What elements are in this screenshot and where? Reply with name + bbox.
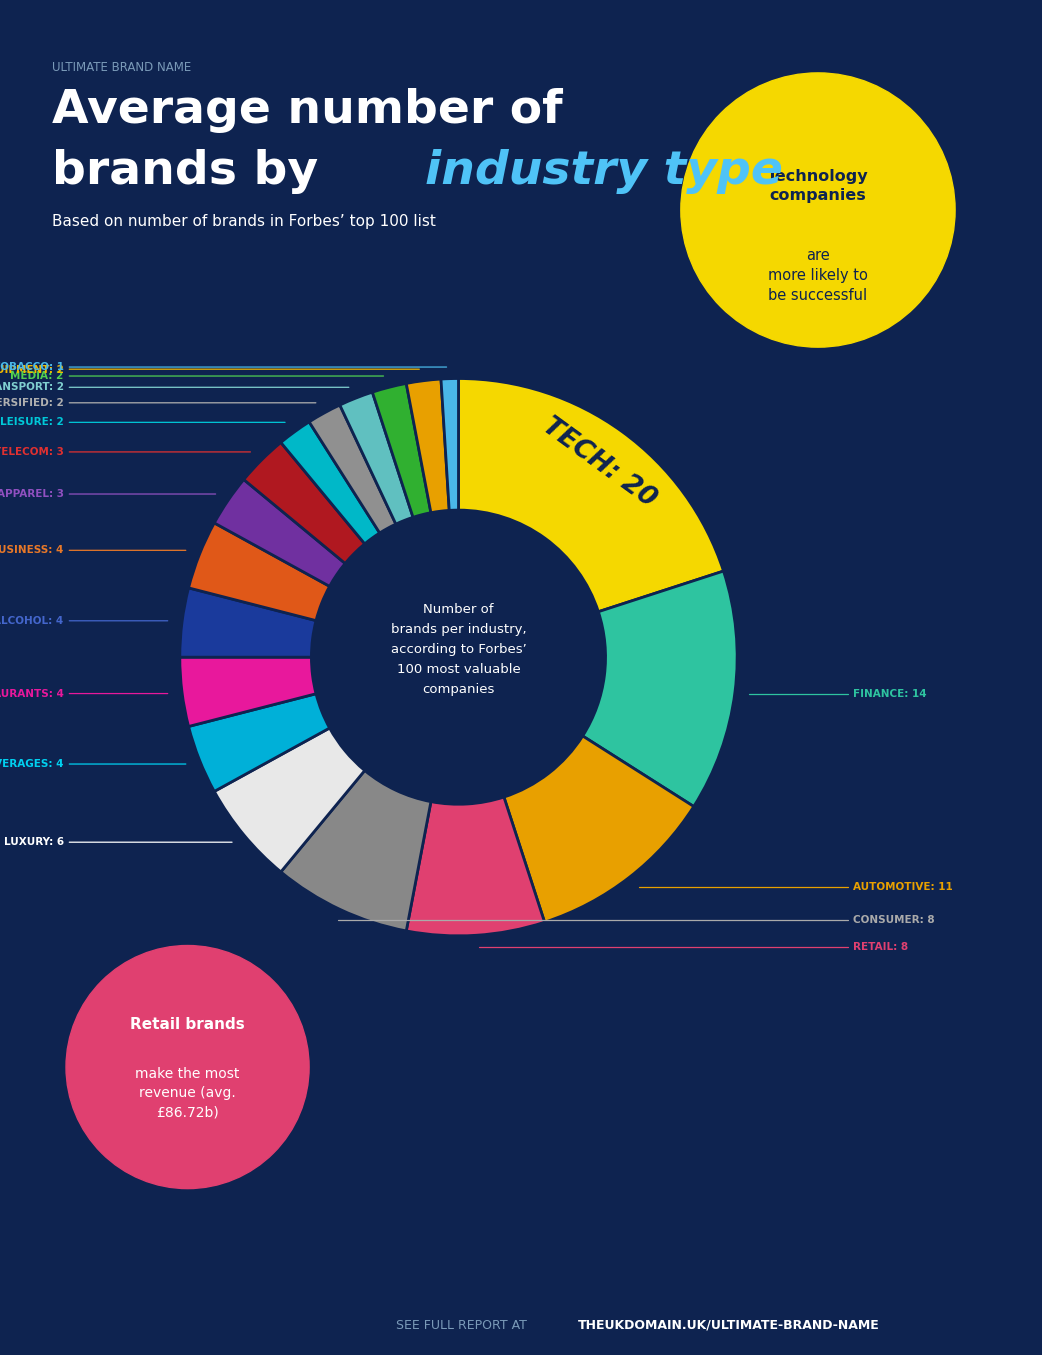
Wedge shape <box>281 421 379 543</box>
Circle shape <box>66 946 309 1188</box>
Text: SEE FULL REPORT AT: SEE FULL REPORT AT <box>396 1318 530 1332</box>
Wedge shape <box>244 443 365 564</box>
Text: make the most
revenue (avg.
£86.72b): make the most revenue (avg. £86.72b) <box>135 1066 240 1121</box>
Text: Technology
companies: Technology companies <box>767 169 869 203</box>
Wedge shape <box>340 392 413 524</box>
Text: Average number of: Average number of <box>52 88 563 133</box>
Circle shape <box>680 73 956 347</box>
Text: RETAIL: 8: RETAIL: 8 <box>479 942 909 951</box>
Wedge shape <box>441 378 458 511</box>
Text: TRANSPORT: 2: TRANSPORT: 2 <box>0 382 349 393</box>
Text: HEAVY EQUIPMENT: 2: HEAVY EQUIPMENT: 2 <box>0 364 419 374</box>
Wedge shape <box>372 383 431 518</box>
Text: TELECOM: 3: TELECOM: 3 <box>0 447 250 457</box>
Wedge shape <box>309 405 396 533</box>
Wedge shape <box>180 657 316 726</box>
Wedge shape <box>504 736 694 923</box>
Text: RESTAURANTS: 4: RESTAURANTS: 4 <box>0 688 168 699</box>
Wedge shape <box>215 480 345 587</box>
Text: ALCOHOL: 4: ALCOHOL: 4 <box>0 615 168 626</box>
Text: FINANCE: 14: FINANCE: 14 <box>749 688 927 699</box>
Text: DIVERSIFIED: 2: DIVERSIFIED: 2 <box>0 398 316 408</box>
Wedge shape <box>215 728 365 871</box>
Text: are
more likely to
be successful: are more likely to be successful <box>768 248 868 304</box>
Text: MEDIA: 2: MEDIA: 2 <box>10 371 383 381</box>
Text: Based on number of brands in Forbes’ top 100 list: Based on number of brands in Forbes’ top… <box>52 214 436 229</box>
Text: Number of
brands per industry,
according to Forbes’
100 most valuable
companies: Number of brands per industry, according… <box>391 603 526 696</box>
Text: Retail brands: Retail brands <box>130 1018 245 1033</box>
Wedge shape <box>458 378 723 611</box>
Text: TOBACCO: 1: TOBACCO: 1 <box>0 362 447 373</box>
Text: AUTOMOTIVE: 11: AUTOMOTIVE: 11 <box>639 882 953 892</box>
Wedge shape <box>406 379 449 512</box>
Text: LUXURY: 6: LUXURY: 6 <box>3 837 232 847</box>
Text: ULTIMATE BRAND NAME: ULTIMATE BRAND NAME <box>52 61 192 75</box>
Wedge shape <box>406 797 545 936</box>
Text: TECH: 20: TECH: 20 <box>538 413 662 514</box>
Text: CONSUMER: 8: CONSUMER: 8 <box>338 915 935 925</box>
Wedge shape <box>180 588 316 657</box>
Text: brands by: brands by <box>52 149 334 194</box>
Text: THEUKDOMAIN.UK/ULTIMATE-BRAND-NAME: THEUKDOMAIN.UK/ULTIMATE-BRAND-NAME <box>578 1318 880 1332</box>
Wedge shape <box>582 570 737 806</box>
Text: APPAREL: 3: APPAREL: 3 <box>0 489 216 499</box>
Text: industry type: industry type <box>425 149 783 194</box>
Text: LEISURE: 2: LEISURE: 2 <box>0 417 286 427</box>
Text: BEVERAGES: 4: BEVERAGES: 4 <box>0 759 185 770</box>
Text: BUSINESS: 4: BUSINESS: 4 <box>0 545 185 556</box>
Wedge shape <box>281 771 431 931</box>
Wedge shape <box>189 523 329 621</box>
Wedge shape <box>189 694 329 791</box>
